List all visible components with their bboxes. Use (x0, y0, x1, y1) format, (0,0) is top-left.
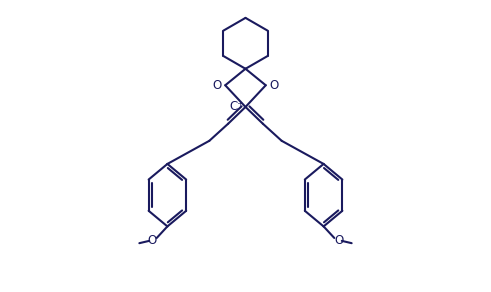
Text: O: O (213, 79, 222, 92)
Text: O: O (335, 234, 344, 247)
Text: O: O (147, 234, 156, 247)
Text: C⁺: C⁺ (230, 100, 244, 114)
Text: O: O (269, 79, 278, 92)
